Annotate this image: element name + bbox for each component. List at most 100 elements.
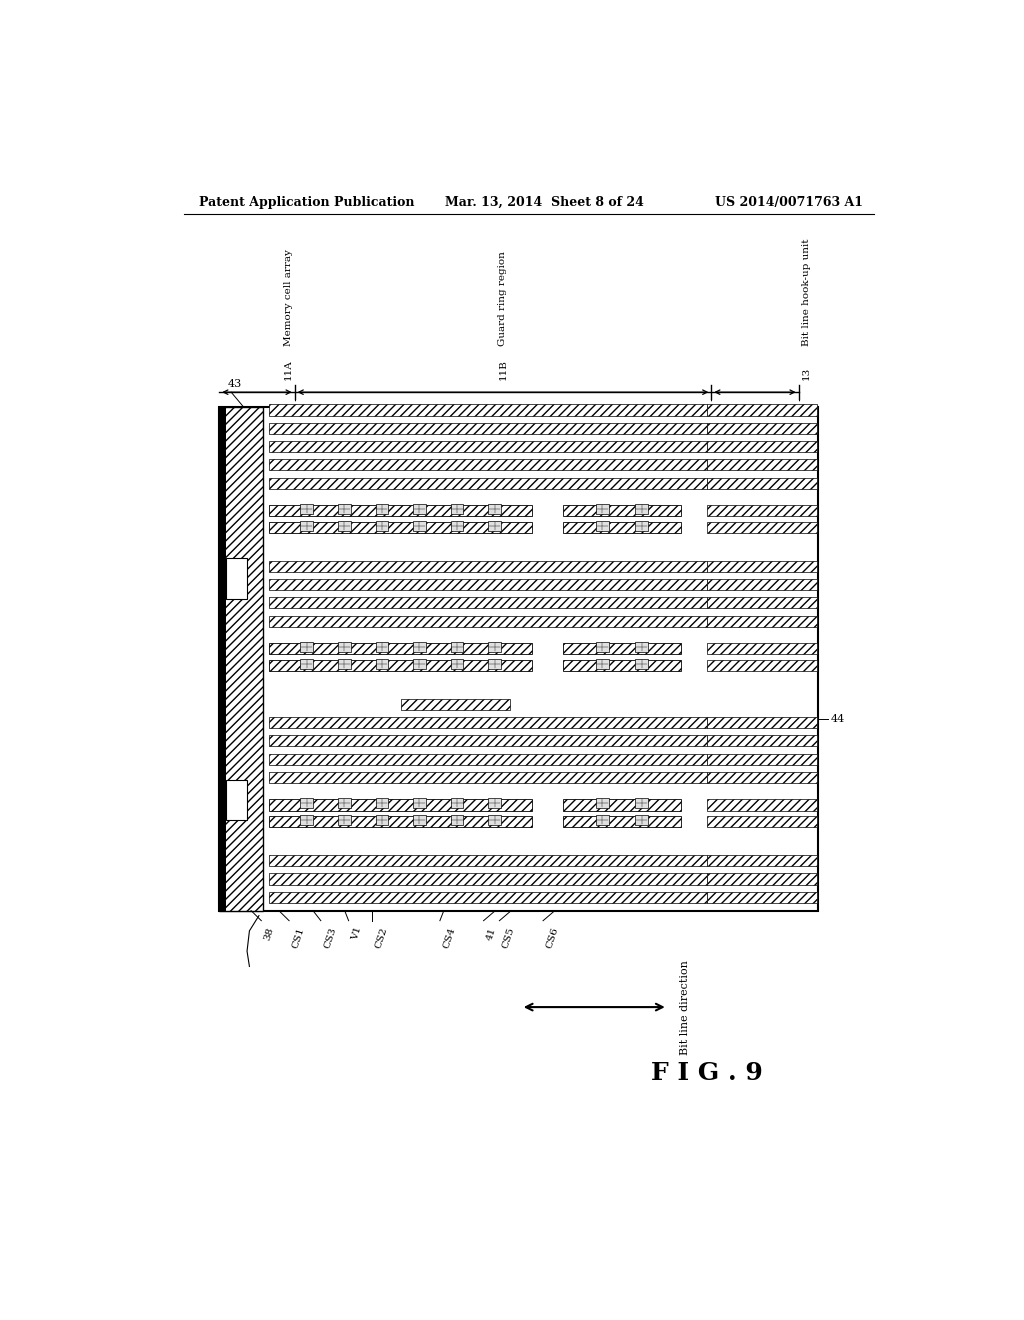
Bar	[635, 521, 648, 531]
Bar	[269, 441, 708, 453]
Bar	[708, 816, 817, 828]
Bar	[563, 800, 681, 810]
Text: Bit line hook-up unit: Bit line hook-up unit	[802, 239, 811, 346]
Bar	[300, 521, 313, 531]
Bar	[451, 521, 463, 531]
Bar	[563, 506, 681, 516]
Text: 38: 38	[263, 925, 275, 941]
Bar	[376, 521, 388, 531]
Bar	[708, 772, 817, 783]
Bar	[563, 660, 681, 671]
Bar	[219, 408, 818, 911]
Bar	[338, 659, 350, 669]
Bar	[376, 814, 388, 825]
Bar	[225, 780, 248, 820]
Bar	[269, 478, 708, 488]
Bar	[376, 799, 388, 808]
Bar	[269, 506, 532, 516]
Bar	[596, 521, 608, 531]
Text: 43: 43	[227, 379, 242, 389]
Bar	[338, 642, 350, 652]
Bar	[488, 521, 501, 531]
Bar	[269, 772, 708, 783]
Bar	[269, 404, 708, 416]
Bar	[413, 799, 426, 808]
Bar	[708, 579, 817, 590]
Bar	[708, 422, 817, 434]
Bar	[269, 521, 532, 533]
Bar	[708, 643, 817, 655]
Bar	[300, 642, 313, 652]
Bar	[376, 659, 388, 669]
Text: Mar. 13, 2014  Sheet 8 of 24: Mar. 13, 2014 Sheet 8 of 24	[445, 195, 644, 209]
Bar	[338, 504, 350, 513]
Bar	[488, 642, 501, 652]
Bar	[708, 506, 817, 516]
Text: CS2: CS2	[374, 925, 389, 949]
Bar	[488, 659, 501, 669]
Text: CS1: CS1	[291, 925, 306, 949]
Bar	[300, 814, 313, 825]
Bar	[451, 504, 463, 513]
Bar	[219, 408, 263, 911]
Bar	[413, 504, 426, 513]
Text: Memory cell array: Memory cell array	[284, 249, 293, 346]
Text: 11A: 11A	[284, 359, 293, 380]
Bar	[451, 799, 463, 808]
Bar	[269, 754, 708, 764]
Text: CS6: CS6	[545, 925, 560, 949]
Bar	[708, 459, 817, 470]
Bar	[269, 422, 708, 434]
Bar	[269, 855, 708, 866]
Bar	[708, 615, 817, 627]
Bar	[413, 814, 426, 825]
Bar	[563, 816, 681, 828]
Bar	[563, 643, 681, 655]
Bar	[708, 404, 817, 416]
Bar	[596, 814, 608, 825]
Text: V1: V1	[350, 925, 364, 942]
Text: 13: 13	[802, 367, 811, 380]
Bar	[708, 441, 817, 453]
Bar	[413, 642, 426, 652]
Bar	[300, 659, 313, 669]
Bar	[708, 855, 817, 866]
Bar	[269, 579, 708, 590]
Bar	[269, 597, 708, 609]
Bar	[269, 800, 532, 810]
Bar	[708, 561, 817, 572]
Text: US 2014/0071763 A1: US 2014/0071763 A1	[715, 195, 863, 209]
Bar	[300, 799, 313, 808]
Bar	[635, 659, 648, 669]
Bar	[563, 521, 681, 533]
Bar	[708, 874, 817, 884]
Bar	[269, 561, 708, 572]
Text: F I G . 9: F I G . 9	[651, 1061, 763, 1085]
Bar	[376, 642, 388, 652]
Bar	[269, 816, 532, 828]
Bar	[338, 799, 350, 808]
Bar	[635, 504, 648, 513]
Bar	[708, 597, 817, 609]
Bar	[635, 642, 648, 652]
Text: Guard ring region: Guard ring region	[499, 252, 508, 346]
Bar	[225, 558, 248, 598]
Bar	[269, 643, 532, 655]
Bar	[488, 814, 501, 825]
Bar	[708, 521, 817, 533]
Bar	[269, 459, 708, 470]
Bar	[300, 504, 313, 513]
Bar	[708, 754, 817, 764]
Text: Bit line direction: Bit line direction	[680, 960, 689, 1055]
Bar	[269, 891, 708, 903]
Bar	[708, 717, 817, 729]
Bar	[708, 800, 817, 810]
Bar	[488, 504, 501, 513]
Bar	[338, 814, 350, 825]
Bar	[451, 659, 463, 669]
Bar	[596, 659, 608, 669]
Bar	[376, 504, 388, 513]
Bar	[708, 891, 817, 903]
Bar	[635, 799, 648, 808]
Bar	[269, 735, 708, 747]
